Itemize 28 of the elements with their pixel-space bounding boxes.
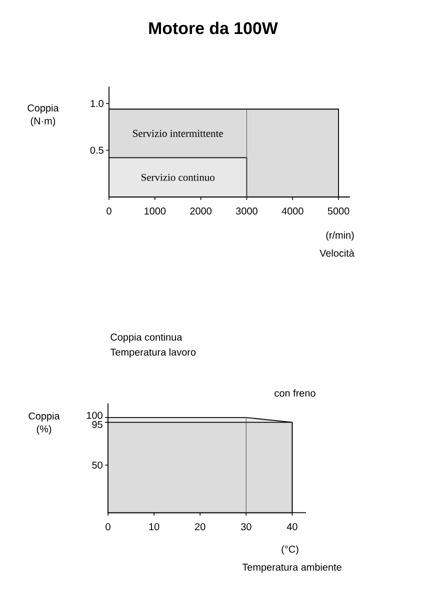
x-tick-label: 4000 [282, 207, 304, 215]
chart-title: Coppia continua [110, 333, 182, 343]
x-axis-title: Velocità [320, 249, 354, 257]
y-axis-title: Coppia (N·m) [28, 104, 59, 126]
x-tick-label: 1000 [144, 207, 166, 215]
x-tick-label: 5000 [328, 207, 350, 215]
x-axis-title: Temperatura ambiente [242, 563, 342, 573]
y-axis-title: Coppia (%) [28, 412, 60, 434]
x-tick-label: 0 [106, 207, 112, 215]
y-tick-label: 50 [92, 462, 102, 469]
x-tick-label: 0 [106, 523, 110, 530]
y-tick-label: 0.5 [90, 146, 104, 154]
x-tick-label: 40 [286, 523, 298, 530]
y-tick-label: 1.0 [90, 100, 104, 108]
text: con freno [274, 389, 316, 397]
x-tick-label: 20 [195, 523, 206, 530]
chart-title: Motore da 100W [149, 22, 278, 34]
series-label: Servizio continuo [142, 174, 214, 181]
x-tick-label: 10 [149, 523, 160, 530]
x-tick-label: 2000 [190, 207, 212, 215]
x-tick-label: 30 [240, 523, 252, 530]
y-tick-label: 100 [86, 412, 102, 419]
chart-subtitle: Temperatura lavoro [110, 348, 196, 358]
text: (°C) [282, 545, 298, 555]
series-label: Servizio intermittente [133, 130, 223, 137]
text: (r/min) [326, 231, 354, 241]
x-tick-label: 3000 [236, 207, 258, 215]
y-tick-label: 95 [92, 420, 102, 428]
